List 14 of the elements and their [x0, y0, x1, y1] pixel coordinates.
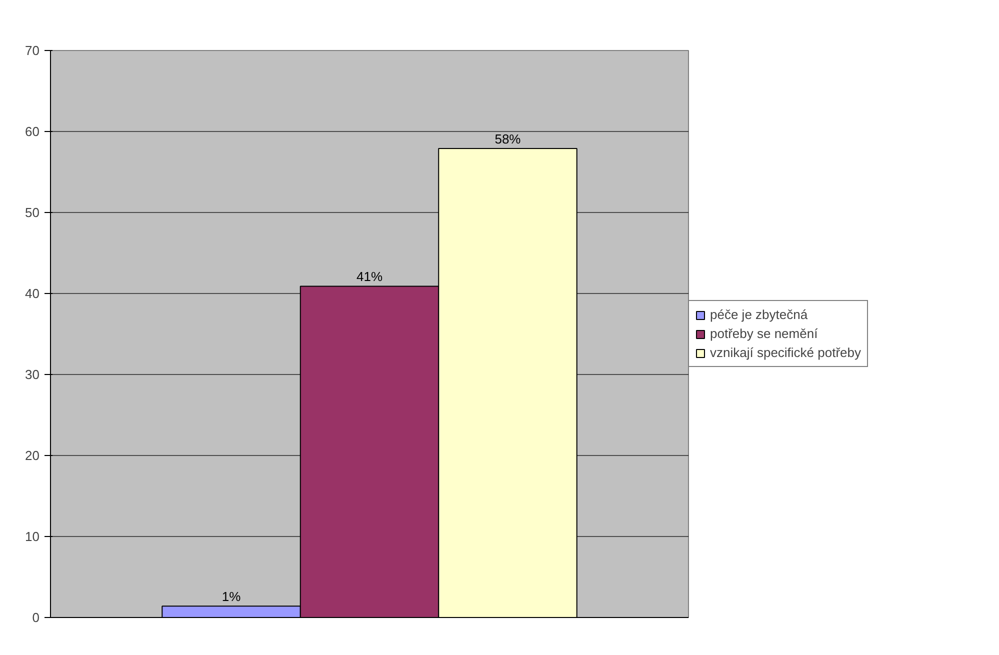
data-label: 1% [222, 589, 242, 604]
y-tick-label: 0 [32, 610, 40, 625]
y-tick-label: 70 [25, 43, 40, 58]
y-tick-label: 40 [25, 286, 40, 301]
legend-label: péče je zbytečná [710, 307, 808, 322]
y-tick-label: 30 [25, 367, 40, 382]
y-tick-label: 50 [25, 205, 40, 220]
y-tick-label: 10 [25, 529, 40, 544]
legend-label: vznikají specifické potřeby [710, 345, 862, 360]
legend-label: potřeby se nemění [710, 326, 818, 341]
data-label: 58% [494, 132, 522, 147]
data-label: 41% [356, 269, 383, 284]
y-tick-label: 20 [25, 448, 40, 463]
y-tick-label: 60 [25, 124, 40, 139]
